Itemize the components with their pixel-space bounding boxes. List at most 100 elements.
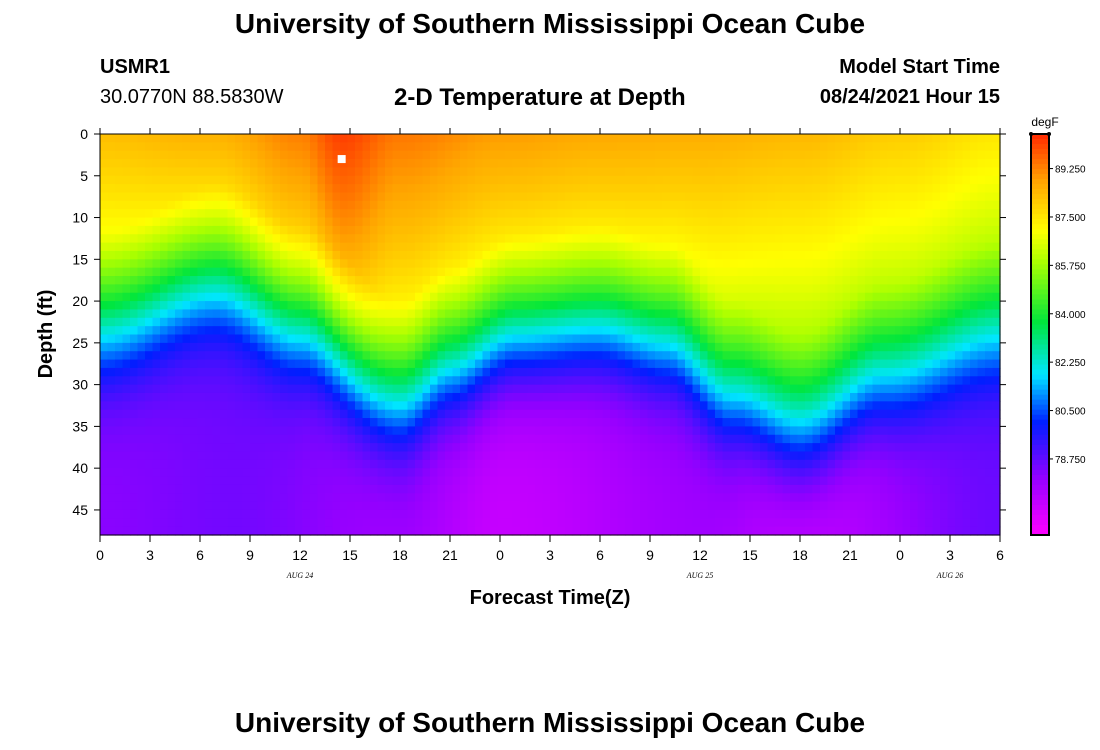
heatmap-cell (745, 376, 754, 386)
heatmap-cell (497, 493, 506, 503)
heatmap-cell (235, 326, 244, 336)
heatmap-cell (632, 476, 641, 486)
heatmap-cell (325, 392, 334, 402)
heatmap-cell (302, 276, 311, 285)
heatmap-cell (692, 476, 701, 486)
heatmap-cell (415, 175, 424, 185)
heatmap-cell (235, 392, 244, 402)
heatmap-cell (842, 292, 851, 302)
heatmap-cell (122, 392, 131, 402)
heatmap-cell (415, 518, 424, 528)
heatmap-cell (842, 518, 851, 528)
heatmap-cell (190, 175, 199, 185)
heatmap-cell (662, 317, 671, 327)
heatmap-cell (662, 367, 671, 377)
heatmap-cell (272, 443, 281, 453)
heatmap-cell (100, 317, 109, 327)
heatmap-cell (572, 284, 581, 294)
heatmap-cell (385, 476, 394, 486)
heatmap-cell (295, 509, 304, 519)
heatmap-cell (482, 334, 491, 344)
heatmap-cell (587, 225, 596, 235)
heatmap-cell (190, 250, 199, 260)
heatmap-cell (632, 468, 641, 478)
heatmap-cell (572, 259, 581, 269)
heatmap-cell (445, 184, 454, 194)
heatmap-cell (775, 309, 784, 319)
heatmap-cell (265, 234, 274, 244)
heatmap-cell (670, 509, 679, 519)
heatmap-cell (827, 200, 836, 210)
heatmap-cell (437, 451, 446, 461)
heatmap-cell (100, 209, 109, 219)
heatmap-cell (550, 317, 559, 327)
heatmap-cell (347, 468, 356, 478)
heatmap-cell (850, 392, 859, 402)
heatmap-cell (685, 334, 694, 344)
heatmap-cell (805, 234, 814, 244)
heatmap-cell (182, 493, 191, 503)
heatmap-cell (752, 509, 761, 519)
heatmap-cell (542, 418, 551, 427)
heatmap-cell (362, 142, 371, 152)
heatmap-cell (677, 367, 686, 377)
heatmap-cell (640, 209, 649, 219)
heatmap-cell (550, 292, 559, 302)
heatmap-cell (557, 209, 566, 219)
heatmap-cell (512, 526, 521, 536)
heatmap-cell (467, 392, 476, 402)
heatmap-cell (647, 401, 656, 411)
heatmap-cell (385, 167, 394, 177)
heatmap-cell (332, 159, 341, 169)
heatmap-cell (115, 234, 124, 244)
heatmap-cell (505, 401, 514, 411)
heatmap-cell (542, 326, 551, 336)
heatmap-cell (700, 134, 709, 143)
heatmap-cell (107, 476, 116, 486)
heatmap-cell (295, 476, 304, 486)
heatmap-cell (670, 526, 679, 536)
heatmap-cell (587, 309, 596, 319)
heatmap-cell (482, 401, 491, 411)
heatmap-cell (407, 376, 416, 386)
heatmap-cell (257, 250, 266, 260)
heatmap-cell (760, 384, 769, 394)
heatmap-cell (782, 217, 791, 227)
heatmap-cell (362, 443, 371, 453)
heatmap-cell (535, 476, 544, 486)
heatmap-cell (632, 509, 641, 519)
heatmap-cell (775, 392, 784, 402)
heatmap-cell (745, 292, 754, 302)
heatmap-cell (550, 259, 559, 269)
heatmap-cell (475, 142, 484, 152)
heatmap-cell (122, 418, 131, 427)
heatmap-cell (422, 484, 431, 494)
heatmap-cell (587, 217, 596, 227)
heatmap-cell (272, 234, 281, 244)
heatmap-cell (107, 351, 116, 361)
heatmap-cell (587, 267, 596, 277)
heatmap-cell (107, 443, 116, 453)
heatmap-cell (370, 451, 379, 461)
heatmap-cell (872, 242, 881, 252)
heatmap-cell (647, 351, 656, 361)
heatmap-cell (137, 175, 146, 185)
heatmap-cell (385, 192, 394, 202)
heatmap-cell (355, 418, 364, 427)
heatmap-cell (340, 276, 349, 285)
heatmap-cell (145, 409, 154, 419)
heatmap-cell (572, 334, 581, 344)
heatmap-cell (295, 134, 304, 143)
heatmap-cell (557, 459, 566, 469)
heatmap-cell (325, 501, 334, 511)
heatmap-cell (257, 334, 266, 344)
heatmap-cell (130, 242, 139, 252)
heatmap-cell (302, 443, 311, 453)
heatmap-cell (790, 493, 799, 503)
heatmap-cell (662, 234, 671, 244)
heatmap-cell (827, 276, 836, 285)
heatmap-cell (302, 392, 311, 402)
heatmap-cell (490, 267, 499, 277)
heatmap-cell (805, 367, 814, 377)
heatmap-cell (137, 468, 146, 478)
